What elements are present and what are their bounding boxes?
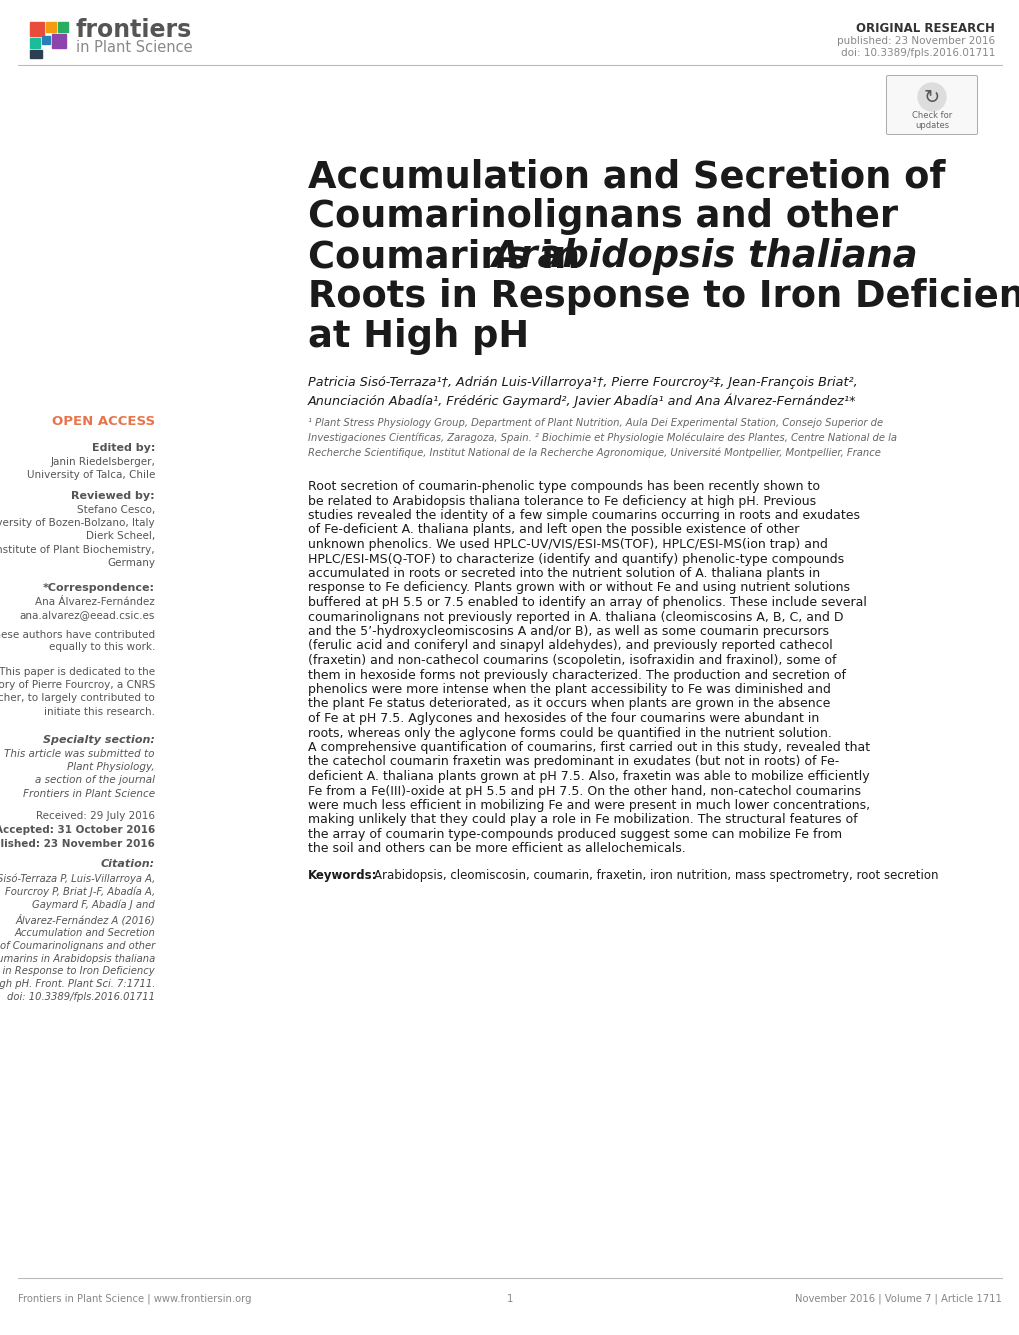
Text: deficient A. thaliana plants grown at pH 7.5. Also, fraxetin was able to mobiliz: deficient A. thaliana plants grown at pH…	[308, 770, 869, 784]
Text: ¹ Plant Stress Physiology Group, Department of Plant Nutrition, Aula Dei Experim: ¹ Plant Stress Physiology Group, Departm…	[308, 418, 896, 458]
Text: Anunciación Abadía¹, Frédéric Gaymard², Javier Abadía¹ and Ana Álvarez-Fernández: Anunciación Abadía¹, Frédéric Gaymard², …	[308, 392, 856, 407]
Text: updates: updates	[914, 120, 948, 129]
Text: Published: 23 November 2016: Published: 23 November 2016	[0, 838, 155, 849]
Text: be related to Arabidopsis thaliana tolerance to Fe deficiency at high pH. Previo: be related to Arabidopsis thaliana toler…	[308, 494, 815, 507]
Text: unknown phenolics. We used HPLC-UV/VIS/ESI-MS(TOF), HPLC/ESI-MS(ion trap) and: unknown phenolics. We used HPLC-UV/VIS/E…	[308, 538, 827, 551]
Text: *Correspondence:: *Correspondence:	[43, 583, 155, 593]
Text: of Fe-deficient A. thaliana plants, and left open the possible existence of othe: of Fe-deficient A. thaliana plants, and …	[308, 523, 799, 537]
Text: Accepted: 31 October 2016: Accepted: 31 October 2016	[0, 825, 155, 834]
Text: Arabidopsis thaliana: Arabidopsis thaliana	[490, 238, 917, 275]
Text: (fraxetin) and non-cathecol coumarins (scopoletin, isofraxidin and fraxinol), so: (fraxetin) and non-cathecol coumarins (s…	[308, 654, 836, 668]
Text: November 2016 | Volume 7 | Article 1711: November 2016 | Volume 7 | Article 1711	[795, 1294, 1001, 1304]
Text: them in hexoside forms not previously characterized. The production and secretio: them in hexoside forms not previously ch…	[308, 669, 845, 681]
Text: the array of coumarin type-compounds produced suggest some can mobilize Fe from: the array of coumarin type-compounds pro…	[308, 828, 842, 841]
Bar	[58, 21, 68, 32]
Bar	[46, 21, 56, 32]
Text: at High pH: at High pH	[308, 318, 529, 355]
Text: roots, whereas only the aglycone forms could be quantified in the nutrient solut: roots, whereas only the aglycone forms c…	[308, 726, 832, 740]
Text: 1: 1	[506, 1294, 513, 1304]
Text: Citation:: Citation:	[101, 858, 155, 869]
Text: were much less efficient in mobilizing Fe and were present in much lower concent: were much less efficient in mobilizing F…	[308, 800, 869, 812]
Text: Ana Álvarez-Fernández
ana.alvarez@eead.csic.es: Ana Álvarez-Fernández ana.alvarez@eead.c…	[19, 597, 155, 621]
Text: response to Fe deficiency. Plants grown with or without Fe and using nutrient so: response to Fe deficiency. Plants grown …	[308, 582, 849, 594]
Text: phenolics were more intense when the plant accessibility to Fe was diminished an: phenolics were more intense when the pla…	[308, 684, 830, 696]
Text: Check for: Check for	[911, 111, 951, 120]
Text: doi: 10.3389/fpls.2016.01711: doi: 10.3389/fpls.2016.01711	[840, 48, 994, 57]
Text: Fe from a Fe(III)-oxide at pH 5.5 and pH 7.5. On the other hand, non-catechol co: Fe from a Fe(III)-oxide at pH 5.5 and pH…	[308, 785, 860, 797]
Text: Accumulation and Secretion of: Accumulation and Secretion of	[308, 158, 945, 195]
Text: ‡This paper is dedicated to the
Memory of Pierre Fourcroy, a CNRS
researcher, to: ‡This paper is dedicated to the Memory o…	[0, 668, 155, 717]
Text: HPLC/ESI-MS(Q-TOF) to characterize (identify and quantify) phenolic-type compoun: HPLC/ESI-MS(Q-TOF) to characterize (iden…	[308, 553, 844, 566]
Text: A comprehensive quantification of coumarins, first carried out in this study, re: A comprehensive quantification of coumar…	[308, 741, 869, 754]
FancyBboxPatch shape	[886, 76, 976, 135]
Circle shape	[917, 83, 945, 111]
Text: This article was submitted to
Plant Physiology,
a section of the journal
Frontie: This article was submitted to Plant Phys…	[4, 749, 155, 798]
Text: making unlikely that they could play a role in Fe mobilization. The structural f: making unlikely that they could play a r…	[308, 813, 857, 826]
Text: Sisó-Terraza P, Luis-Villarroya A,
Fourcroy P, Briat J-F, Abadía A,
Gaymard F, A: Sisó-Terraza P, Luis-Villarroya A, Fourc…	[0, 873, 155, 1003]
Text: Received: 29 July 2016: Received: 29 July 2016	[36, 810, 155, 821]
Bar	[42, 36, 50, 44]
Text: Stefano Cesco,
Free University of Bozen-Bolzano, Italy
Dierk Scheel,
Leibniz Ins: Stefano Cesco, Free University of Bozen-…	[0, 505, 155, 567]
Text: coumarinolignans not previously reported in A. thaliana (cleomiscosins A, B, C, : coumarinolignans not previously reported…	[308, 610, 843, 623]
Text: †These authors have contributed
equally to this work.: †These authors have contributed equally …	[0, 629, 155, 653]
Text: Coumarinolignans and other: Coumarinolignans and other	[308, 198, 898, 235]
Text: buffered at pH 5.5 or 7.5 enabled to identify an array of phenolics. These inclu: buffered at pH 5.5 or 7.5 enabled to ide…	[308, 595, 866, 609]
Bar	[30, 21, 44, 36]
Text: Reviewed by:: Reviewed by:	[71, 491, 155, 501]
Text: the soil and others can be more efficient as allelochemicals.: the soil and others can be more efficien…	[308, 842, 685, 856]
Text: ↻: ↻	[923, 88, 940, 107]
Text: (ferulic acid and coniferyl and sinapyl aldehydes), and previously reported cath: (ferulic acid and coniferyl and sinapyl …	[308, 639, 832, 653]
Text: OPEN ACCESS: OPEN ACCESS	[52, 415, 155, 429]
Text: in Plant Science: in Plant Science	[76, 40, 193, 55]
Text: of Fe at pH 7.5. Aglycones and hexosides of the four coumarins were abundant in: of Fe at pH 7.5. Aglycones and hexosides…	[308, 712, 818, 725]
Text: Coumarins in: Coumarins in	[308, 238, 592, 275]
Text: Arabidopsis, cleomiscosin, coumarin, fraxetin, iron nutrition, mass spectrometry: Arabidopsis, cleomiscosin, coumarin, fra…	[374, 869, 937, 882]
Text: accumulated in roots or secreted into the nutrient solution of A. thaliana plant: accumulated in roots or secreted into th…	[308, 567, 819, 579]
Text: Edited by:: Edited by:	[92, 443, 155, 453]
Text: Specialty section:: Specialty section:	[43, 736, 155, 745]
Bar	[30, 37, 40, 48]
Text: Frontiers in Plant Science | www.frontiersin.org: Frontiers in Plant Science | www.frontie…	[18, 1294, 252, 1304]
Text: studies revealed the identity of a few simple coumarins occurring in roots and e: studies revealed the identity of a few s…	[308, 509, 859, 522]
Text: frontiers: frontiers	[76, 17, 192, 41]
Text: Patricia Sisó-Terraza¹†, Adrián Luis-Villarroya¹†, Pierre Fourcroy²‡, Jean-Franç: Patricia Sisó-Terraza¹†, Adrián Luis-Vil…	[308, 376, 857, 388]
Text: and the 5’-hydroxycleomiscosins A and/or B), as well as some coumarin precursors: and the 5’-hydroxycleomiscosins A and/or…	[308, 625, 828, 638]
Text: published: 23 November 2016: published: 23 November 2016	[836, 36, 994, 45]
Text: Janin Riedelsberger,
University of Talca, Chile: Janin Riedelsberger, University of Talca…	[26, 457, 155, 481]
Text: Root secretion of coumarin-phenolic type compounds has been recently shown to: Root secretion of coumarin-phenolic type…	[308, 481, 819, 493]
Text: the plant Fe status deteriorated, as it occurs when plants are grown in the abse: the plant Fe status deteriorated, as it …	[308, 697, 829, 710]
Text: the catechol coumarin fraxetin was predominant in exudates (but not in roots) of: the catechol coumarin fraxetin was predo…	[308, 756, 839, 769]
Text: Roots in Response to Iron Deficiency: Roots in Response to Iron Deficiency	[308, 278, 1019, 315]
Text: Keywords:: Keywords:	[308, 869, 377, 882]
Text: ORIGINAL RESEARCH: ORIGINAL RESEARCH	[855, 21, 994, 35]
Bar	[30, 49, 42, 57]
Bar	[52, 33, 66, 48]
